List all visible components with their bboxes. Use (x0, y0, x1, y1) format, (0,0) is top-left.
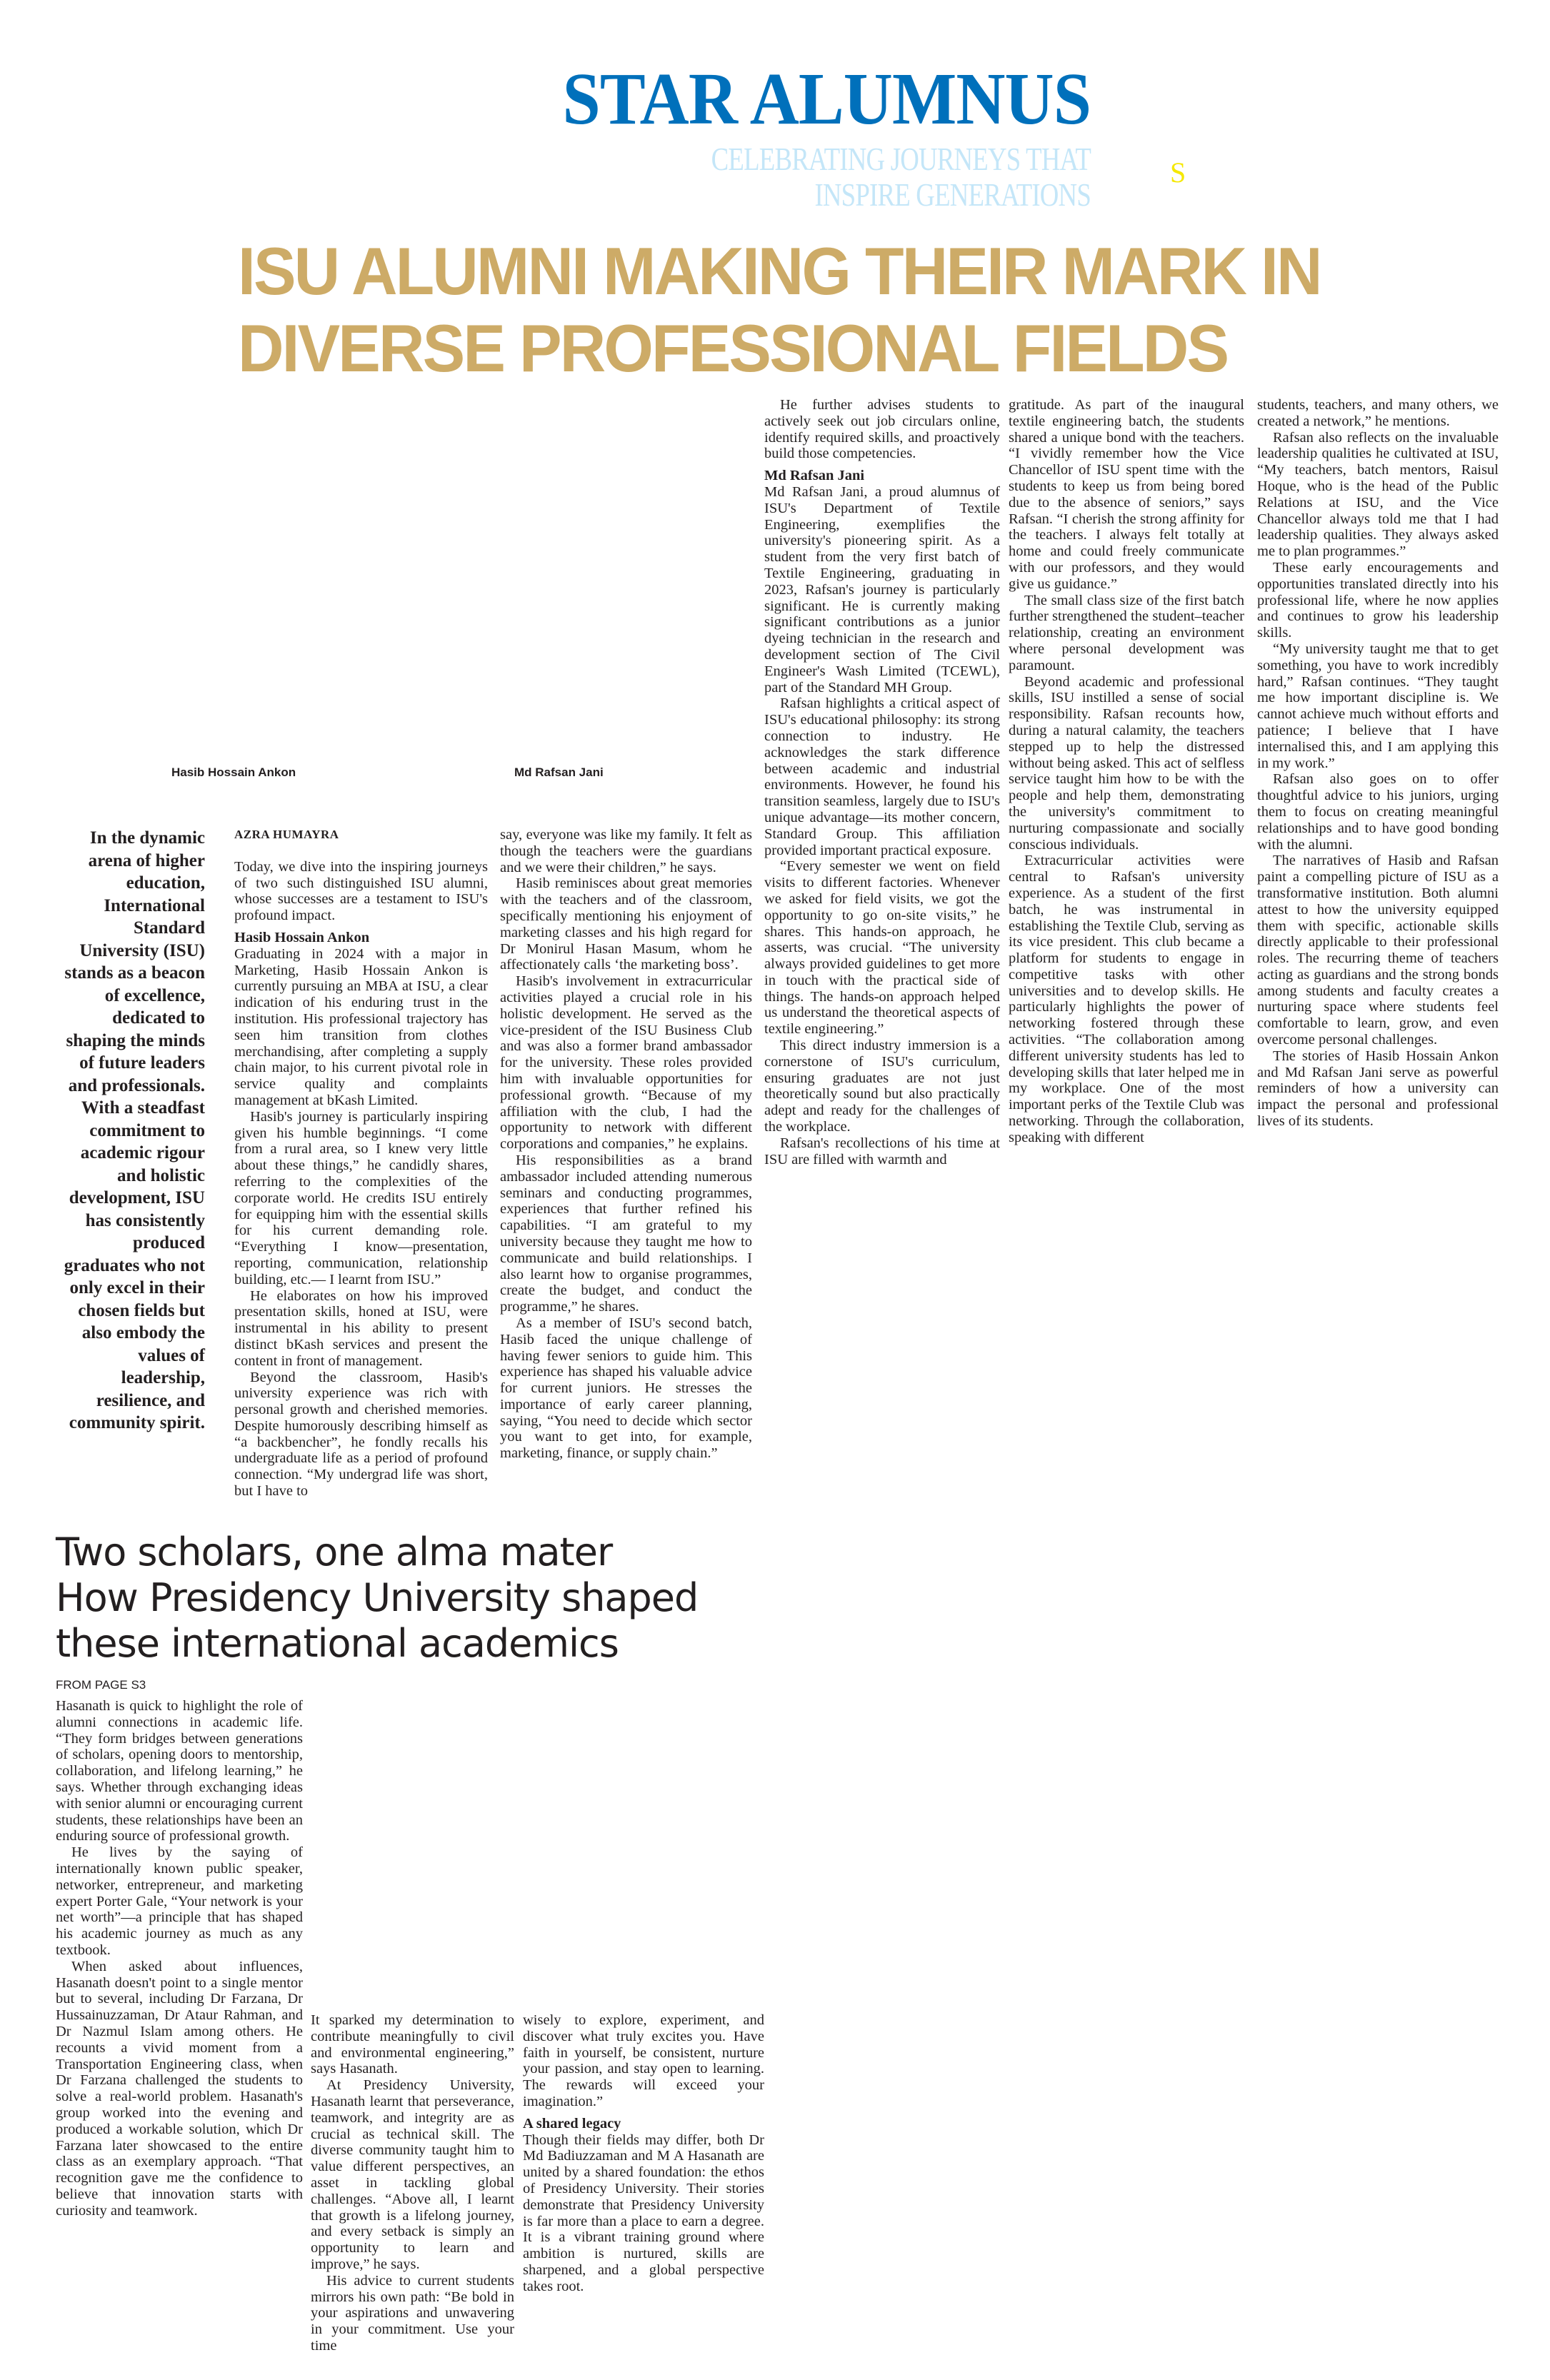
paragraph: Hasib's journey is particularly inspirin… (234, 1108, 488, 1287)
second-headline-line-1: Two scholars, one alma mater (56, 1530, 613, 1575)
paragraph: Md Rafsan Jani, a proud alumnus of ISU's… (764, 483, 1000, 696)
paragraph: Rafsan also goes on to offer thoughtful … (1257, 771, 1499, 853)
tagline-line-2: INSPIRE GENERATIONS (814, 176, 1091, 213)
section-tagline: CELEBRATING JOURNEYS THAT INSPIRE GENERA… (618, 141, 1091, 213)
paragraph: Rafsan's recollections of his time at IS… (764, 1135, 1000, 1168)
jump-line: FROM PAGE S3 (56, 1678, 146, 1692)
paragraph: Beyond academic and professional skills,… (1009, 673, 1244, 853)
headline-line-2: DIVERSE PROFESSIONAL FIELDS (238, 311, 1229, 386)
paragraph: It sparked my determination to contribut… (311, 2012, 514, 2077)
paragraph: When asked about influences, Hasanath do… (56, 1958, 303, 2219)
article-column-2: say, everyone was like my family. It fel… (500, 827, 752, 1462)
subheading: Md Rafsan Jani (764, 468, 865, 484)
article-column-5: students, teachers, and many others, we … (1257, 397, 1499, 1130)
paragraph: The stories of Hasib Hossain Ankon and M… (1257, 1048, 1499, 1130)
paragraph: He lives by the saying of internationall… (56, 1844, 303, 1958)
paragraph: Rafsan also reflects on the invaluable l… (1257, 429, 1499, 560)
paragraph: “My university taught me that to get som… (1257, 641, 1499, 771)
pull-quote: In the dynamic arena of higher education… (64, 828, 205, 1432)
paragraph: His responsibilities as a brand ambassad… (500, 1152, 752, 1315)
article-column-1: AZRA HUMAYRA Today, we dive into the ins… (234, 827, 488, 1500)
paragraph: Hasanath is quick to highlight the role … (56, 1698, 303, 1844)
second-article-column-2: It sparked my determination to contribut… (311, 2012, 514, 2354)
paragraph: The small class size of the first batch … (1009, 592, 1244, 673)
photo-caption-rafsan: Md Rafsan Jani (514, 765, 604, 779)
subheading: A shared legacy (523, 2115, 621, 2132)
paragraph: gratitude. As part of the inaugural text… (1009, 397, 1244, 592)
paragraph: Beyond the classroom, Hasib's university… (234, 1369, 488, 1500)
paragraph: He further advises students to actively … (764, 397, 1000, 462)
second-article-headline: Two scholars, one alma mater How Preside… (56, 1530, 699, 1667)
paragraph: The narratives of Hasib and Rafsan paint… (1257, 853, 1499, 1048)
paragraph: As a member of ISU's second batch, Hasib… (500, 1315, 752, 1462)
paragraph: These early encouragements and opportuni… (1257, 559, 1499, 641)
paragraph: wisely to explore, experiment, and disco… (523, 2012, 764, 2109)
photo-caption-hasib: Hasib Hossain Ankon (171, 765, 296, 779)
second-article-column-1: Hasanath is quick to highlight the role … (56, 1698, 303, 2219)
section-mark: S (1170, 156, 1186, 189)
paragraph: Hasib reminisces about great memories wi… (500, 875, 752, 973)
paragraph: This direct industry immersion is a corn… (764, 1038, 1000, 1135)
paragraph: students, teachers, and many others, we … (1257, 397, 1499, 429)
tagline-line-1: CELEBRATING JOURNEYS THAT (711, 141, 1091, 177)
article-column-3: He further advises students to actively … (764, 397, 1000, 1168)
paragraph: “Every semester we went on field visits … (764, 858, 1000, 1038)
byline: AZRA HUMAYRA (234, 828, 339, 841)
paragraph: Though their fields may differ, both Dr … (523, 2132, 764, 2294)
headline-line-1: ISU ALUMNI MAKING THEIR MARK IN (238, 234, 1323, 308)
second-headline-line-2: How Presidency University shaped (56, 1575, 699, 1620)
paragraph: Graduating in 2024 with a major in Marke… (234, 945, 488, 1108)
paragraph: Today, we dive into the inspiring journe… (234, 858, 488, 924)
paragraph: Rafsan highlights a critical aspect of I… (764, 696, 1000, 858)
paragraph: He elaborates on how his improved presen… (234, 1287, 488, 1369)
paragraph: Extracurricular activities were central … (1009, 853, 1244, 1145)
section-masthead: STAR ALUMNUS (562, 58, 1091, 140)
paragraph: At Presidency University, Hasanath learn… (311, 2077, 514, 2272)
second-headline-line-3: these international academics (56, 1621, 619, 1666)
article-headline: ISU ALUMNI MAKING THEIR MARK IN DIVERSE … (238, 233, 1323, 387)
second-article-column-3: wisely to explore, experiment, and disco… (523, 2012, 764, 2295)
subheading: Hasib Hossain Ankon (234, 929, 370, 945)
paragraph: Hasib's involvement in extracurricular a… (500, 973, 752, 1153)
article-column-4: gratitude. As part of the inaugural text… (1009, 397, 1244, 1146)
paragraph: His advice to current students mirrors h… (311, 2272, 514, 2354)
paragraph: say, everyone was like my family. It fel… (500, 827, 752, 875)
